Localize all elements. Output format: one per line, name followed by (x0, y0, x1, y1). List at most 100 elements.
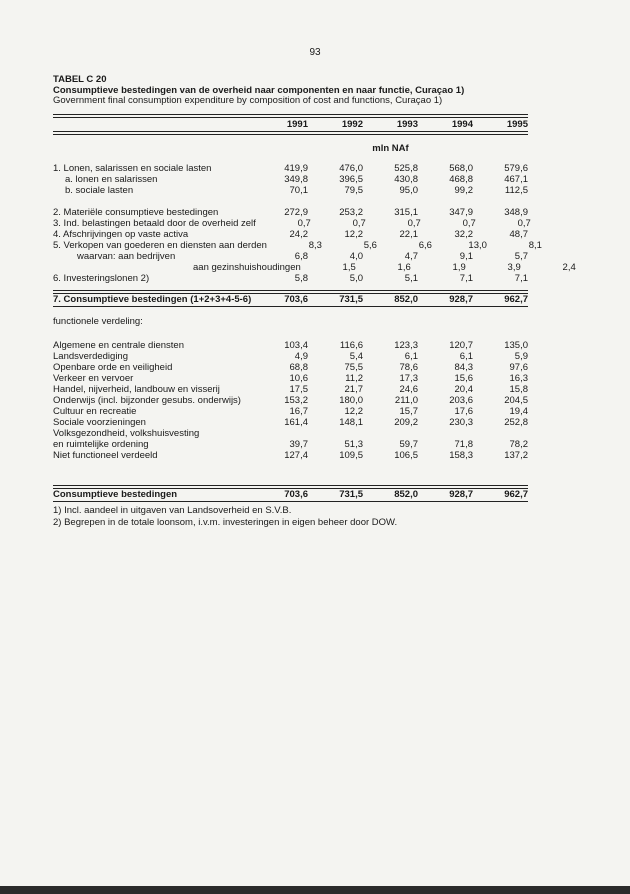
value-cell: 39,7 (289, 439, 309, 450)
value-cell: 347,9 (449, 207, 473, 218)
value-cell: 1,5 (342, 262, 356, 273)
value-cell: 703,6 (284, 489, 308, 500)
value-cell: 1995 (506, 119, 528, 130)
value-cell: 0,7 (352, 218, 366, 229)
value-cell: 13,0 (468, 240, 487, 251)
value-cell: 99,2 (454, 185, 474, 196)
divider (53, 114, 528, 115)
table-row: en ruimtelijke ordening 39,7 51,3 59,7 71,8 7… (53, 439, 528, 450)
value-cell: 8,3 (308, 240, 322, 251)
value-cell: 2,4 (562, 262, 576, 273)
table-row: 1. Lonen, salarissen en sociale lasten 41… (53, 163, 528, 174)
divider (53, 501, 528, 502)
table-row: Volksgezondheid, volkshuisvesting (53, 428, 528, 439)
value-cell: 430,8 (394, 174, 418, 185)
value-cell: 32,2 (454, 229, 474, 240)
value-cell: 1992 (341, 119, 363, 130)
footnote: 2) Begrepen in de totale loonsom, i.v.m.… (53, 516, 398, 528)
value-cell: 4,7 (404, 251, 418, 262)
value-cell: 120,7 (449, 340, 473, 351)
value-cell: 103,4 (284, 340, 308, 351)
value-cell: 0,7 (297, 218, 311, 229)
value-cell: 315,1 (394, 207, 418, 218)
functions-total-row: Consumptieve bestedingen 703,6 731,5 852,0… (53, 489, 528, 501)
value-cell: 17,5 (289, 384, 309, 395)
value-cell: 71,8 (454, 439, 474, 450)
value-cell: 148,1 (339, 417, 363, 428)
value-cell: 51,3 (344, 439, 364, 450)
table-id: TABEL C 20 (53, 74, 107, 85)
divider (53, 485, 528, 486)
page-number: 93 (309, 47, 321, 58)
value-cell: 153,2 (284, 395, 308, 406)
value-cell: 19,4 (509, 406, 529, 417)
value-cell: 78,2 (509, 439, 529, 450)
value-cell: 79,5 (344, 185, 364, 196)
table-row (53, 196, 528, 207)
components-total-row: 7. Consumptieve bestedingen (1+2+3+4-5-6… (53, 294, 528, 306)
year-header-row: 1991 1992 1993 1994 1995 (53, 118, 528, 131)
title-dutch: Consumptieve bestedingen van de overheid… (53, 84, 465, 96)
value-cell: 5,1 (404, 273, 418, 284)
row-label: Cultuur en recreatie (53, 406, 137, 417)
table-row: 2. Materiële consumptieve bestedingen 272… (53, 207, 528, 218)
value-cell: 230,3 (449, 417, 473, 428)
value-cell: 84,3 (454, 362, 474, 373)
value-cell: 3,9 (507, 262, 521, 273)
value-cell: 10,6 (289, 373, 309, 384)
row-label: Niet functioneel verdeeld (53, 450, 158, 461)
value-cell: 5,9 (514, 351, 528, 362)
row-label: aan gezinshuishoudingen (193, 262, 301, 273)
value-cell: 123,3 (394, 340, 418, 351)
table-row: aan gezinshuishoudingen 1,5 1,6 1,9 3,9 2,4 (53, 262, 576, 273)
table-row: 3. Ind. belastingen betaald door de over… (53, 218, 531, 229)
value-cell: 70,1 (289, 185, 309, 196)
row-label: Consumptieve bestedingen (53, 489, 178, 500)
value-cell: 109,5 (339, 450, 363, 461)
value-cell: 161,4 (284, 417, 308, 428)
row-label: Handel, nijverheid, landbouw en visserij (53, 384, 220, 395)
value-cell: 68,8 (289, 362, 309, 373)
value-cell: 116,6 (339, 340, 363, 351)
value-cell: 15,8 (509, 384, 529, 395)
value-cell: 6,1 (404, 351, 418, 362)
value-cell: 6,6 (418, 240, 432, 251)
value-cell: 22,1 (399, 229, 419, 240)
value-cell: 579,6 (504, 163, 528, 174)
value-cell: 158,3 (449, 450, 473, 461)
value-cell: 252,8 (504, 417, 528, 428)
table-row: a. lonen en salarissen 349,8 396,5 430,8 468… (53, 174, 528, 185)
value-cell: 7,1 (514, 273, 528, 284)
row-label: a. lonen en salarissen (65, 174, 158, 185)
value-cell: 349,8 (284, 174, 308, 185)
value-cell: 180,0 (339, 395, 363, 406)
value-cell: 476,0 (339, 163, 363, 174)
value-cell: 525,8 (394, 163, 418, 174)
row-label: Onderwijs (incl. bijzonder gesubs. onder… (53, 395, 241, 406)
table-row: Sociale voorzieningen 161,4 148,1 209,2 230,… (53, 417, 528, 428)
table-row: Handel, nijverheid, landbouw en visserij… (53, 384, 528, 395)
value-cell: 24,2 (289, 229, 309, 240)
value-cell: 7,1 (459, 273, 473, 284)
value-cell: 0,7 (517, 218, 531, 229)
value-cell: 106,5 (394, 450, 418, 461)
row-label: 2. Materiële consumptieve bestedingen (53, 207, 219, 218)
divider (53, 117, 528, 118)
row-label: 1. Lonen, salarissen en sociale lasten (53, 163, 212, 174)
divider (53, 293, 528, 294)
value-cell: 1991 (286, 119, 308, 130)
table-row: Openbare orde en veiligheid 68,8 75,5 78,6 8… (53, 362, 528, 373)
row-label (53, 196, 528, 207)
title-english: Government final consumption expenditure… (53, 95, 443, 106)
value-cell: 928,7 (449, 294, 473, 305)
value-cell: 467,1 (504, 174, 528, 185)
table-row: Landsverdediging 4,9 5,4 6,1 6,1 5,9 (53, 351, 528, 362)
footnote: 1) Incl. aandeel in uitgaven van Landsov… (53, 505, 292, 516)
row-label: Algemene en centrale diensten (53, 340, 184, 351)
value-cell: 731,5 (339, 489, 363, 500)
table-row: waarvan: aan bedrijven 6,8 4,0 4,7 9,1 5,7 (53, 251, 528, 262)
value-cell: 396,5 (339, 174, 363, 185)
row-label: Verkeer en vervoer (53, 373, 134, 384)
value-cell: 17,3 (399, 373, 419, 384)
value-cell: 4,9 (294, 351, 308, 362)
